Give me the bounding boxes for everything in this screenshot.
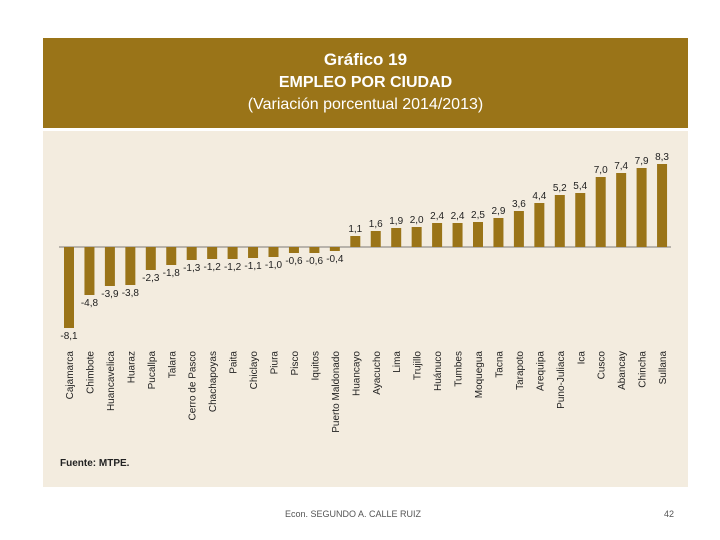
bar-17	[411, 227, 422, 247]
category-label-29: Sullana	[658, 351, 669, 385]
bar-20	[473, 222, 483, 247]
category-label-26: Cusco	[597, 351, 608, 380]
chart-title: Gráfico 19	[323, 50, 408, 69]
value-label-28: 7,9	[635, 156, 649, 167]
chart-subtitle-period: (Variación porcentual 2014/2013)	[247, 96, 484, 113]
chart-source: Fuente: MTPE.	[60, 458, 130, 469]
category-label-1: Chimbote	[85, 351, 96, 394]
category-label-5: Talara	[167, 351, 178, 379]
value-label-22: 3,6	[512, 199, 526, 210]
bar-29	[657, 164, 668, 247]
value-label-17: 2,0	[410, 215, 424, 226]
category-label-20: Moquegua	[474, 351, 485, 399]
category-label-18: Huánuco	[433, 351, 444, 391]
page-number: 42	[664, 509, 675, 519]
bar-19	[452, 223, 463, 247]
value-label-15: 1,6	[369, 219, 383, 230]
bar-21	[493, 218, 504, 247]
category-label-14: Huancayo	[351, 351, 362, 396]
bar-16	[391, 228, 402, 247]
value-label-23: 4,4	[532, 191, 546, 202]
bar-25	[575, 193, 586, 247]
category-label-22: Tarapoto	[515, 351, 526, 390]
bar-13	[329, 247, 340, 251]
bar-4	[145, 247, 156, 270]
category-label-12: Iquitos	[310, 351, 321, 380]
value-label-25: 5,4	[573, 181, 587, 192]
bar-6	[186, 247, 197, 260]
bar-12	[309, 247, 320, 253]
chart-header: Gráfico 19 EMPLEO POR CIUDAD (Variación …	[43, 38, 688, 128]
bar-1	[84, 247, 95, 295]
bar-24	[554, 195, 565, 247]
bar-0	[64, 247, 74, 328]
footer-author: Econ. SEGUNDO A. CALLE RUIZ	[285, 509, 422, 519]
bar-9	[248, 247, 259, 258]
category-label-24: Puno-Juliaca	[556, 351, 567, 409]
category-label-10: Piura	[270, 351, 281, 375]
bar-2	[104, 247, 115, 286]
category-label-9: Chiclayo	[249, 351, 260, 390]
bar-27	[616, 173, 627, 247]
category-label-4: Pucallpa	[147, 351, 158, 390]
category-label-17: Trujillo	[413, 351, 424, 381]
bar-10	[268, 247, 279, 257]
value-label-5: -1,8	[163, 268, 181, 279]
category-label-28: Chincha	[638, 351, 649, 388]
bar-15	[370, 231, 381, 247]
value-label-11: -0,6	[285, 256, 303, 267]
value-label-3: -3,8	[122, 288, 140, 299]
value-label-10: -1,0	[265, 260, 283, 271]
value-label-29: 8,3	[655, 152, 669, 163]
bar-22	[513, 211, 524, 247]
bar-28	[636, 168, 647, 247]
category-label-3: Huaraz	[126, 351, 137, 383]
value-label-19: 2,4	[451, 211, 465, 222]
bar-18	[432, 223, 443, 247]
category-label-25: Ica	[576, 351, 587, 365]
value-label-21: 2,9	[491, 206, 505, 217]
value-label-27: 7,4	[614, 161, 628, 172]
category-label-6: Cerro de Pasco	[188, 351, 199, 421]
employment-bar-chart: -8,1 Cajamarca -4,8 Chimbote -3,9 Huancavelic…	[59, 152, 671, 433]
value-label-8: -1,2	[224, 262, 242, 273]
category-label-2: Huancavelica	[106, 351, 117, 411]
value-label-7: -1,2	[204, 262, 222, 273]
value-label-14: 1,1	[348, 224, 362, 235]
value-label-12: -0,6	[306, 256, 324, 267]
value-label-2: -3,9	[101, 289, 119, 300]
category-label-0: Cajamarca	[65, 351, 76, 400]
category-label-27: Abancay	[617, 351, 628, 390]
category-label-11: Pisco	[290, 351, 301, 376]
category-label-19: Tumbes	[454, 351, 465, 387]
bar-3	[125, 247, 136, 285]
category-label-7: Chachapoyas	[208, 351, 219, 412]
value-label-4: -2,3	[142, 273, 160, 284]
value-label-16: 1,9	[389, 216, 403, 227]
category-label-15: Ayacucho	[372, 351, 383, 395]
chart-subtitle: EMPLEO POR CIUDAD	[278, 74, 453, 91]
category-label-23: Arequipa	[535, 351, 546, 391]
category-label-16: Lima	[392, 351, 403, 373]
bar-11	[288, 247, 299, 253]
category-label-13: Puerto Maldonado	[331, 351, 342, 433]
value-label-18: 2,4	[430, 211, 444, 222]
bar-26	[595, 177, 606, 247]
category-label-8: Paita	[229, 351, 240, 374]
bar-23	[534, 203, 545, 247]
value-label-6: -1,3	[183, 263, 201, 274]
bar-7	[207, 247, 218, 259]
value-label-26: 7,0	[594, 165, 608, 176]
value-label-9: -1,1	[244, 261, 262, 272]
category-label-21: Tacna	[494, 351, 505, 378]
bar-8	[227, 247, 238, 259]
value-label-24: 5,2	[553, 183, 567, 194]
value-label-13: -0,4	[326, 254, 344, 265]
bar-5	[166, 247, 177, 265]
value-label-0: -8,1	[60, 331, 78, 342]
chart-panel	[43, 131, 688, 487]
value-label-20: 2,5	[471, 210, 485, 221]
value-label-1: -4,8	[81, 298, 99, 309]
bar-14	[350, 236, 361, 247]
